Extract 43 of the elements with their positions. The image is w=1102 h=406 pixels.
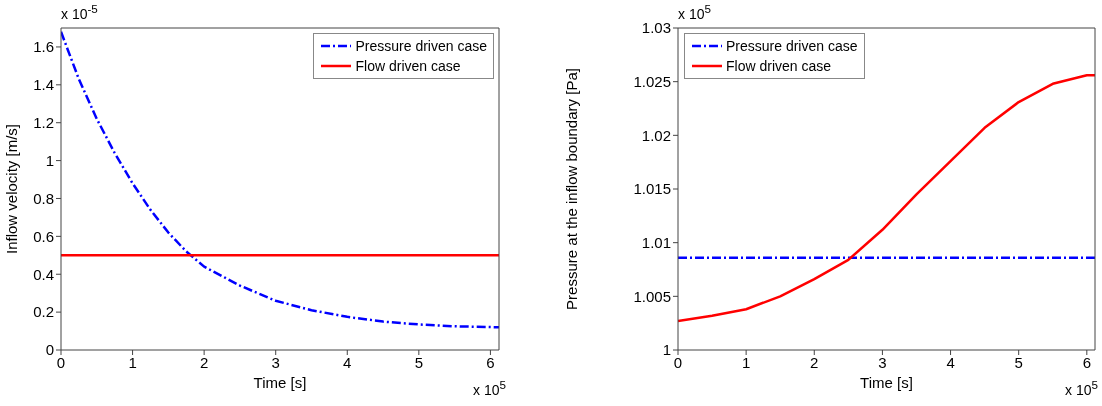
x-tick-label: 0 [56, 353, 66, 371]
y-tick-label: 1.025 [633, 72, 671, 90]
text: x 10$^{-5}$ [61, 2, 98, 22]
x-tick-label: 3 [271, 353, 280, 371]
x-tick-label: 0 [673, 353, 683, 371]
x-axis-title: Time [s] [860, 374, 913, 391]
y-tick-label: 1.6 [33, 38, 54, 56]
text: x 10$^{5}$ [473, 378, 506, 398]
x-tick-label: 4 [343, 353, 352, 371]
y-tick-label: 1 [45, 151, 54, 169]
x-axis-title: Time [s] [253, 374, 307, 391]
y-axis-title: Inflow velocity [m/s] [3, 123, 21, 255]
y-tick-label: 1.4 [33, 76, 54, 94]
legend-label: Pressure driven case [355, 38, 487, 54]
y-tick-label: 1.03 [641, 19, 671, 37]
legend-label: Flow driven case [726, 58, 832, 74]
y-tick-label: 1 [662, 341, 671, 359]
text: x 10$^{5}$ [678, 2, 711, 22]
x-tick-label: 1 [128, 353, 137, 371]
legend-label: Flow driven case [355, 58, 461, 74]
y-tick-label: 0 [45, 341, 54, 359]
x-tick-label: 4 [946, 353, 955, 371]
text: x 10$^{5}$ [1065, 378, 1098, 398]
y-tick-label: 0.2 [33, 303, 54, 321]
y-tick-label: 0.4 [33, 265, 54, 283]
x-tick-label: 6 [486, 353, 495, 371]
x-tick-label: 3 [878, 353, 887, 371]
y-tick-label: 1.2 [33, 114, 54, 132]
y-tick-label: 1.02 [641, 126, 671, 144]
y-axis-title: Pressure at the inflow boundary [Pa] [563, 68, 581, 310]
x-tick-label: 5 [414, 353, 424, 371]
x-tick-label: 5 [1014, 353, 1023, 371]
y-tick-label: 1.005 [633, 287, 671, 305]
x-tick-label: 1 [741, 353, 751, 371]
line-series [678, 73, 1095, 323]
y-tick-label: 1.01 [641, 233, 671, 251]
y-tick-label: 0.8 [33, 189, 54, 207]
x-tick-label: 6 [1082, 353, 1091, 371]
y-tick-label: 1.015 [633, 180, 671, 198]
x-tick-label: 2 [810, 353, 819, 371]
x-tick-label: 2 [199, 353, 209, 371]
y-tick-label: 0.6 [33, 227, 54, 245]
legend-label: Pressure driven case [726, 38, 858, 54]
